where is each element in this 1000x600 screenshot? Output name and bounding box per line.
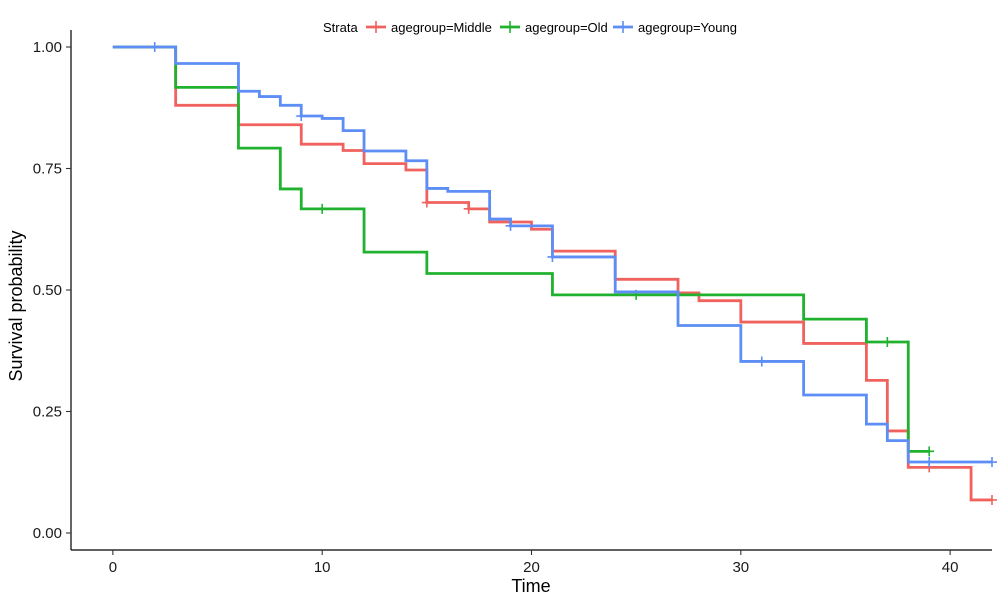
y-axis-title: Survival probability: [6, 230, 26, 381]
y-ticks: 0.00 0.25 0.50 0.75 1.00: [33, 39, 71, 542]
censor-mark: [924, 457, 935, 468]
censor-mark: [882, 337, 893, 347]
x-ticks: 0 10 20 30 40: [109, 550, 959, 576]
legend-label: agegroup=Middle: [391, 20, 492, 35]
censor-mark: [505, 220, 516, 231]
censor-mark: [987, 457, 997, 468]
series-group: [112, 42, 997, 468]
x-tick-label: 40: [942, 559, 959, 576]
series-line: [112, 45, 992, 502]
y-tick-label: 0.50: [33, 282, 62, 299]
legend-title: Strata: [323, 20, 358, 35]
y-tick-label: 1.00: [33, 39, 62, 56]
censor-mark: [547, 251, 558, 262]
legend-key-censor: [617, 21, 629, 33]
censor-mark: [924, 446, 935, 457]
legend-item: agegroup=Middle: [366, 20, 492, 35]
legend-label: agegroup=Young: [638, 20, 737, 35]
x-tick-label: 20: [523, 559, 540, 576]
censor-mark: [296, 111, 307, 122]
series-line: [112, 45, 992, 464]
censor-mark: [463, 203, 474, 214]
x-axis-title: Time: [511, 576, 550, 596]
series-group: [112, 45, 997, 505]
series-group: [112, 45, 935, 457]
censor-mark: [421, 197, 432, 208]
y-tick-label: 0.25: [33, 403, 62, 420]
x-tick-label: 0: [109, 559, 117, 576]
y-tick-label: 0.00: [33, 525, 62, 542]
legend-item: agegroup=Old: [500, 20, 608, 35]
axes: 0 10 20 30 40 0.00 0.25 0.50 0.75 1.00 Time Surv…: [6, 30, 992, 596]
x-tick-label: 10: [314, 559, 331, 576]
censor-mark: [149, 42, 160, 53]
plot-area: [112, 42, 997, 505]
y-tick-label: 0.75: [33, 161, 62, 178]
legend: Strata agegroup=Middle agegroup=Old agegro…: [323, 20, 737, 35]
legend-items: agegroup=Middle agegroup=Old agegroup=Youn…: [366, 20, 737, 35]
censor-mark: [317, 203, 328, 214]
legend-item: agegroup=Young: [613, 20, 737, 35]
censor-mark: [756, 356, 767, 367]
series-line: [112, 45, 930, 453]
censor-mark: [987, 494, 997, 505]
legend-label: agegroup=Old: [525, 20, 608, 35]
legend-key-censor: [504, 21, 516, 33]
x-tick-label: 30: [732, 559, 749, 576]
legend-key-censor: [370, 21, 382, 33]
